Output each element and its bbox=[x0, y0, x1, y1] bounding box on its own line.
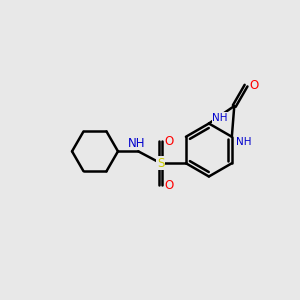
Text: NH: NH bbox=[212, 112, 228, 123]
Text: O: O bbox=[164, 179, 174, 192]
Text: S: S bbox=[157, 157, 164, 170]
Text: NH: NH bbox=[236, 137, 251, 147]
Text: NH: NH bbox=[128, 136, 146, 150]
Text: O: O bbox=[164, 135, 174, 148]
Text: O: O bbox=[250, 79, 259, 92]
